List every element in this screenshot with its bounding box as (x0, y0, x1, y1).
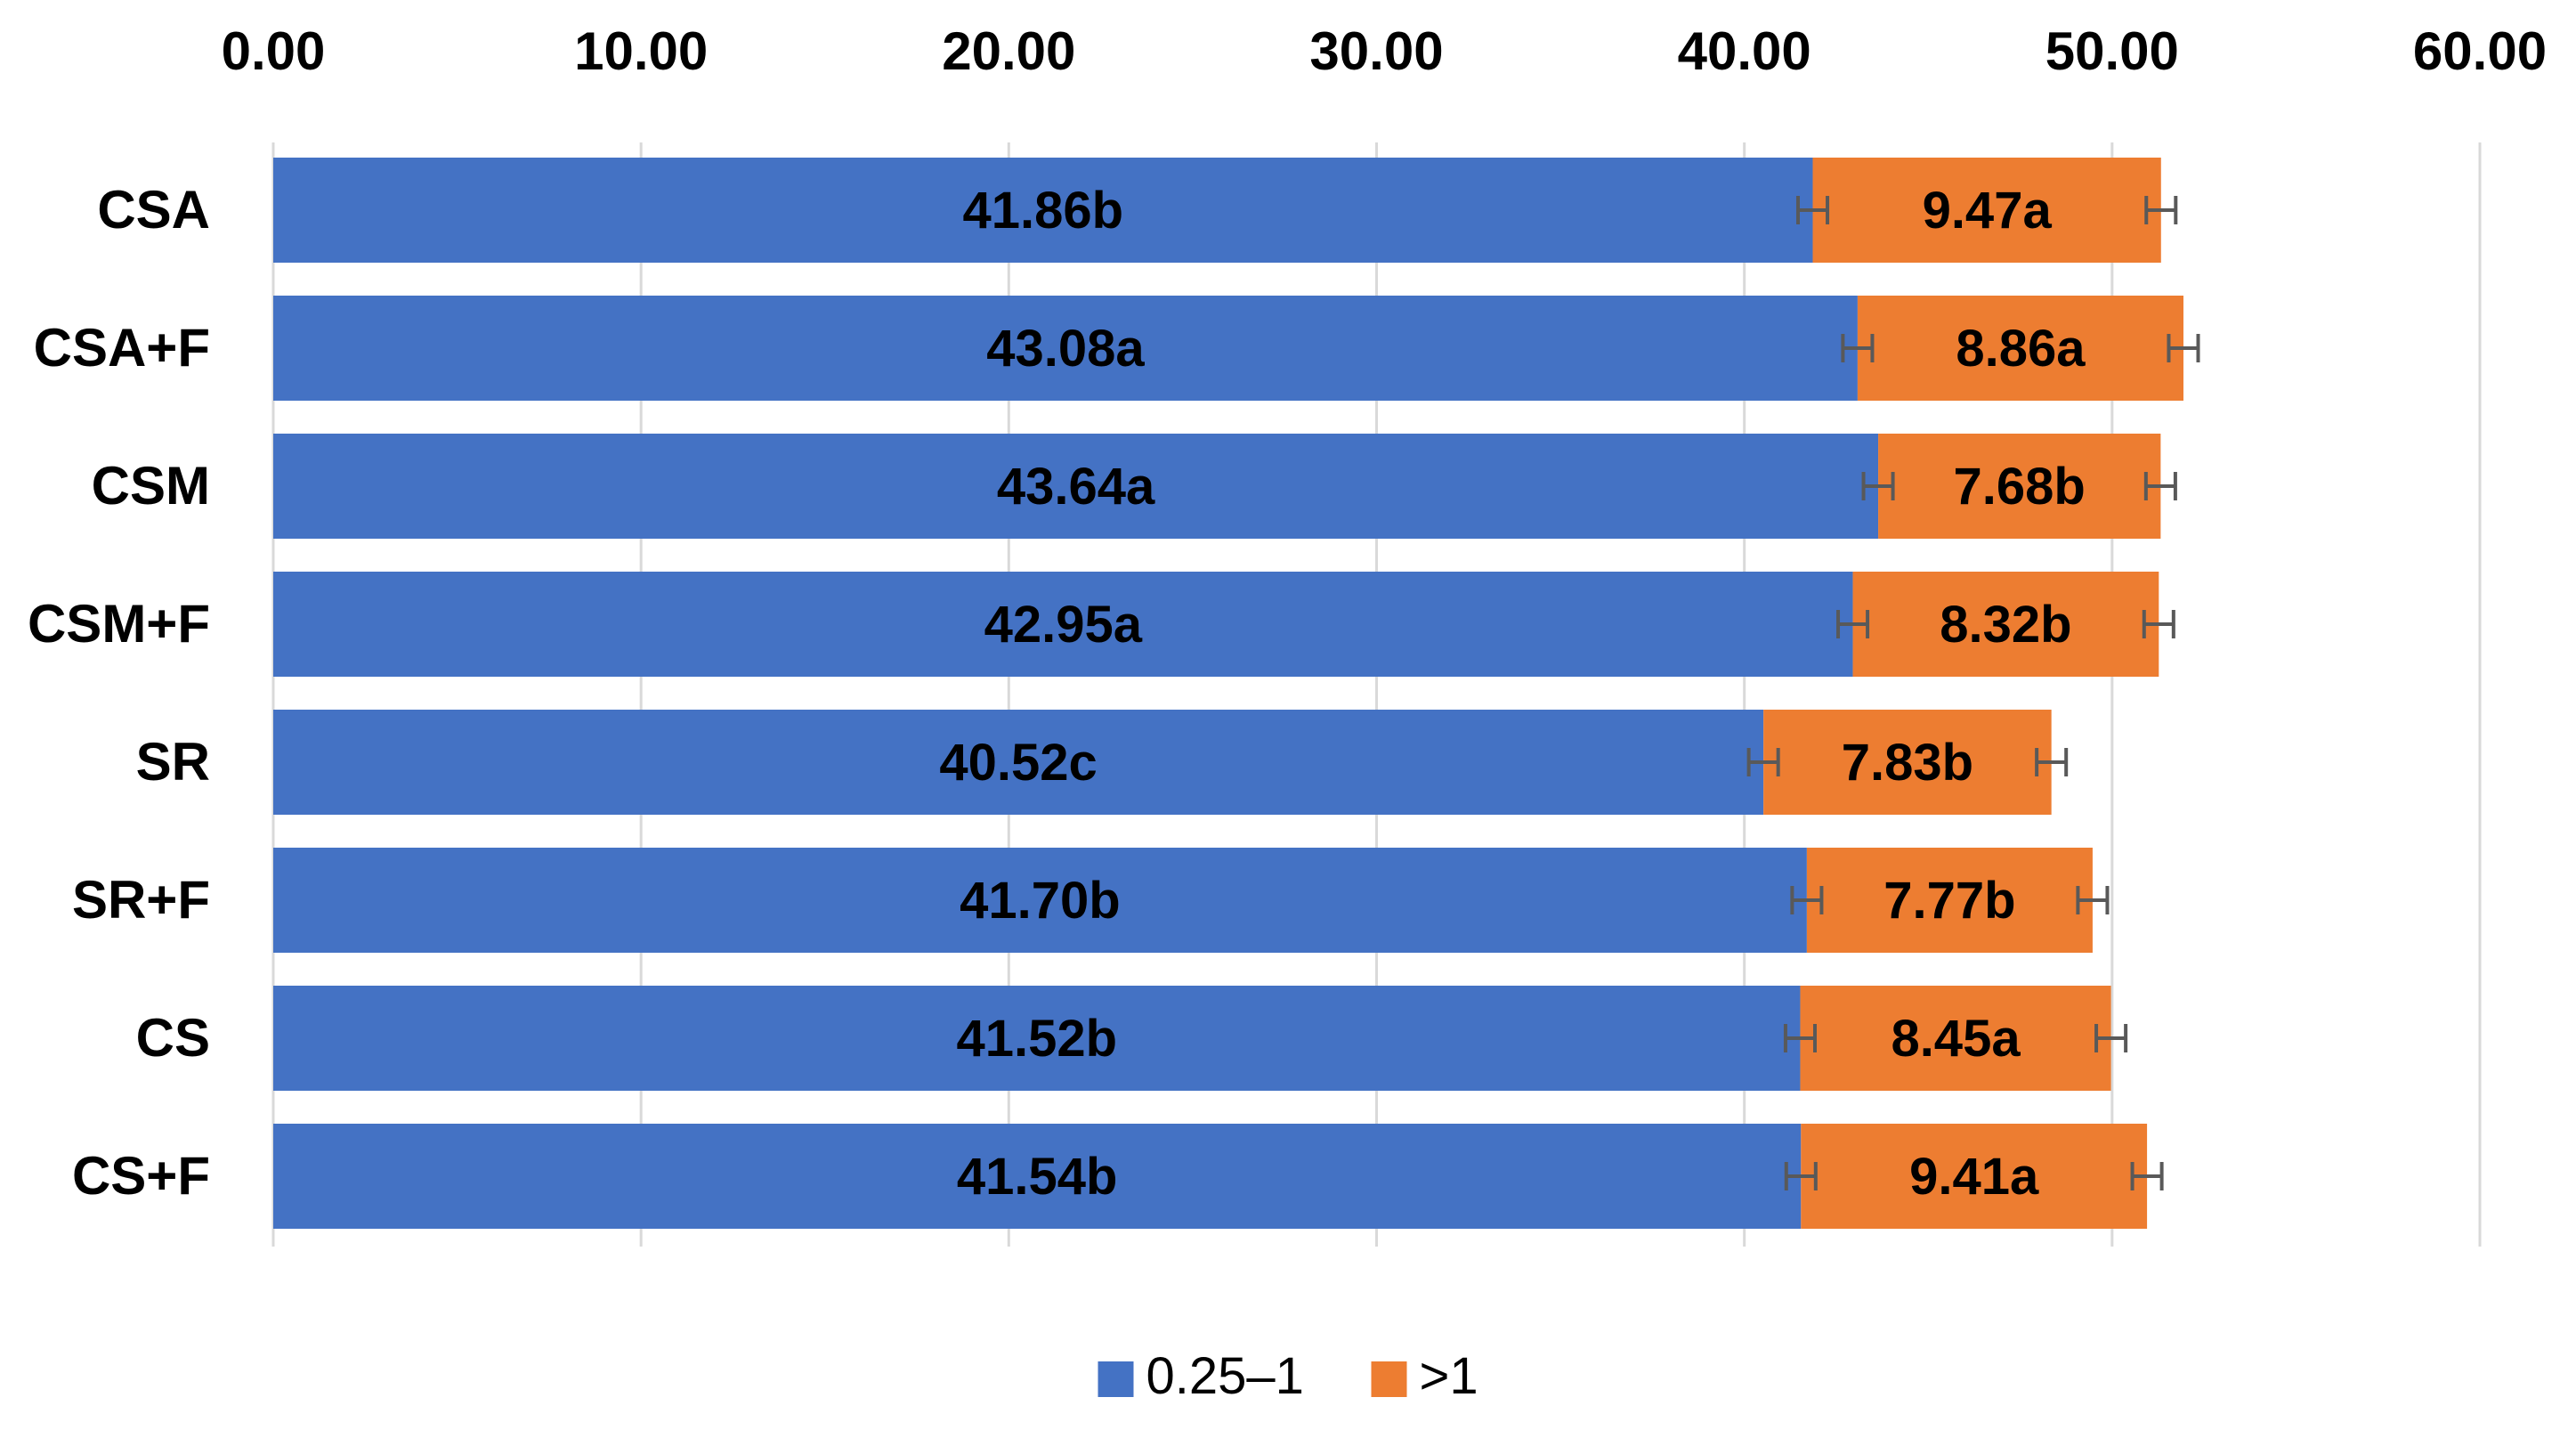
error-bar (1841, 334, 1875, 362)
error-bar (1783, 1024, 1817, 1052)
error-bar (2035, 748, 2069, 776)
bar-segment-large (1763, 710, 2052, 815)
data-label: 43.08a (986, 320, 1145, 378)
data-label: 41.52b (956, 1010, 1117, 1068)
category-label: CSA+F (34, 318, 210, 378)
bar-segment-large (1857, 296, 2183, 401)
error-bar (2144, 196, 2178, 224)
category-label: CS (136, 1008, 210, 1068)
data-label: 40.52c (939, 734, 1097, 792)
data-label: 7.68b (1954, 458, 2086, 516)
x-axis-ticks: 0.00 10.00 20.00 30.00 40.00 50.00 60.00 (222, 21, 2547, 81)
data-label: 8.45a (1891, 1010, 2021, 1068)
error-bar (1795, 196, 1830, 224)
bar-segment-large (1812, 158, 2161, 263)
data-label: 41.54b (957, 1148, 1118, 1206)
bar-segment-small (273, 848, 1807, 953)
category-labels: CSA CSA+F CSM CSM+F SR SR+F CS CS+F (28, 180, 210, 1206)
legend-swatch (1371, 1361, 1407, 1397)
legend-label: 0.25–1 (1146, 1347, 1304, 1405)
error-bar (1746, 748, 1780, 776)
error-bar (1790, 886, 1824, 914)
data-labels: 41.86b 9.47a 43.08a 8.86a 43.64a 7.68b 42.95a 8… (939, 182, 2086, 1206)
bar-segment-small (273, 572, 1853, 677)
x-tick-label: 40.00 (1678, 21, 1811, 81)
x-tick-label: 30.00 (1309, 21, 1443, 81)
category-label: CS+F (72, 1146, 210, 1206)
error-bar (2142, 610, 2175, 638)
x-tick-label: 50.00 (2045, 21, 2179, 81)
category-label: SR+F (72, 870, 210, 930)
bars (273, 158, 2183, 1229)
data-label: 41.70b (960, 872, 1121, 930)
error-bar (1836, 610, 1870, 638)
error-bars (1746, 196, 2200, 1190)
error-bar (1861, 472, 1895, 500)
bar-segment-small (273, 1124, 1802, 1229)
bar-segment-small (273, 434, 1879, 539)
bar-segment-small (273, 158, 1813, 263)
data-label: 42.95a (984, 596, 1143, 654)
bar-segment-large (1801, 1124, 2148, 1229)
data-label: 7.83b (1842, 734, 1973, 792)
data-label: 8.32b (1940, 596, 2071, 654)
bar-segment-large (1800, 986, 2111, 1091)
category-label: SR (136, 732, 210, 792)
error-bar (2094, 1024, 2128, 1052)
legend-label: >1 (1420, 1347, 1478, 1405)
error-bar (2143, 472, 2177, 500)
bar-segment-large (1806, 848, 2093, 953)
legend: 0.25–1 >1 (1098, 1347, 1478, 1405)
error-bar (1784, 1162, 1818, 1190)
bar-segment-large (1852, 572, 2159, 677)
error-bar (2130, 1162, 2164, 1190)
bar-segment-small (273, 986, 1801, 1091)
x-tick-label: 10.00 (574, 21, 708, 81)
error-bar (2076, 886, 2110, 914)
category-label: CSA (97, 180, 210, 240)
category-label: CSM+F (28, 594, 210, 654)
legend-swatch (1098, 1361, 1134, 1397)
bar-segment-small (273, 296, 1858, 401)
x-tick-label: 60.00 (2413, 21, 2547, 81)
data-label: 8.86a (1956, 320, 2086, 378)
bar-segment-small (273, 710, 1764, 815)
data-label: 9.41a (1909, 1148, 2039, 1206)
data-label: 7.77b (1883, 872, 2015, 930)
bar-segment-large (1878, 434, 2161, 539)
error-bar (2167, 334, 2200, 362)
category-label: CSM (92, 456, 210, 516)
x-tick-label: 20.00 (942, 21, 1075, 81)
x-tick-label: 0.00 (222, 21, 326, 81)
data-label: 41.86b (962, 182, 1123, 240)
data-label: 43.64a (997, 458, 1155, 516)
data-label: 9.47a (1923, 182, 2053, 240)
